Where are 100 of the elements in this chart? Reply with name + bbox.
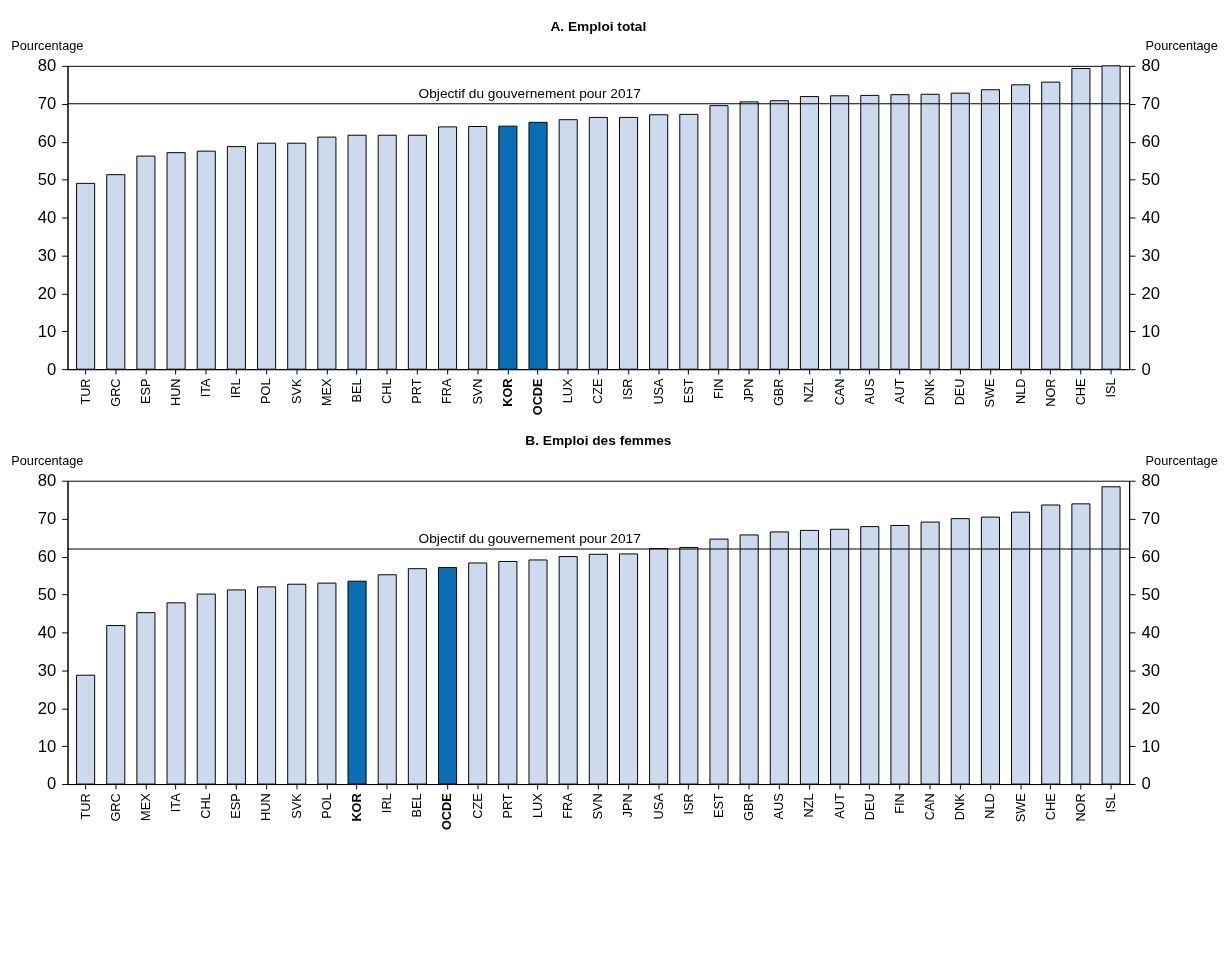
- y-tick-label: 20: [37, 283, 57, 303]
- x-tick-label: TUR: [77, 378, 93, 405]
- x-tick-label: GBR: [741, 793, 757, 821]
- y2-tick-label: 70: [1141, 94, 1160, 114]
- x-tick-label: CAN: [831, 378, 847, 406]
- x-tick-label: SWE: [982, 378, 998, 408]
- x-tick-label: POL: [318, 793, 334, 819]
- y-tick-label: 0: [47, 359, 57, 379]
- x-tick-label: GRC: [107, 378, 123, 407]
- x-tick-label: CHE: [1072, 378, 1088, 406]
- x-tick-label: HUN: [168, 378, 184, 407]
- y2-tick-label: 10: [1141, 321, 1160, 341]
- x-tick-label: IRL: [228, 378, 244, 399]
- ref-line-label: Objectif du gouvernement pour 2017: [418, 531, 641, 547]
- x-tick-label: BEL: [409, 793, 425, 818]
- x-tick-label: IRL: [379, 793, 395, 814]
- x-tick-label: SVN: [469, 378, 485, 405]
- x-tick-label: OCDE: [439, 793, 455, 831]
- y2-tick-label: 30: [1141, 660, 1160, 680]
- x-tick-label: SVN: [590, 793, 606, 820]
- x-tick-label: ITA: [198, 377, 214, 398]
- x-tick-label: KOR: [348, 793, 364, 822]
- y-tick-label: 10: [37, 736, 57, 756]
- x-tick-label: ISR: [620, 378, 636, 400]
- y2-tick-label: 60: [1141, 546, 1160, 566]
- y-tick-label: 70: [37, 509, 57, 529]
- x-tick-label: SVK: [288, 792, 304, 819]
- x-tick-label: ITA: [168, 792, 184, 813]
- y2-tick-label: 0: [1141, 359, 1151, 379]
- y-tick-label: 80: [37, 56, 57, 76]
- x-tick-label: NLD: [982, 793, 998, 819]
- x-tick-label: OCDE: [529, 378, 545, 416]
- x-tick-label: AUT: [831, 793, 847, 819]
- y-tick-label: 60: [37, 546, 57, 566]
- y2-axis-title: Pourcentage: [1145, 37, 1218, 53]
- y-tick-label: 50: [37, 584, 57, 604]
- y-axis-title: Pourcentage: [11, 37, 84, 53]
- x-tick-label: ISL: [1102, 378, 1118, 398]
- x-tick-label: CHL: [379, 378, 395, 404]
- x-tick-label: BEL: [348, 378, 364, 403]
- y2-tick-label: 80: [1141, 471, 1160, 491]
- x-tick-label: PRT: [499, 793, 515, 819]
- x-tick-label: NOR: [1042, 378, 1058, 407]
- y-tick-label: 70: [37, 94, 57, 114]
- y-tick-label: 50: [37, 169, 57, 189]
- x-tick-label: AUS: [861, 378, 877, 405]
- x-tick-label: FRA: [560, 792, 576, 819]
- y2-tick-label: 60: [1141, 132, 1160, 152]
- y2-tick-label: 40: [1141, 622, 1160, 642]
- x-tick-label: AUT: [891, 378, 907, 404]
- x-tick-label: LUX: [529, 792, 545, 819]
- x-tick-label: LUX: [560, 377, 576, 404]
- y-tick-label: 20: [37, 698, 57, 718]
- y-tick-label: 30: [37, 245, 57, 265]
- y2-tick-label: 30: [1141, 245, 1160, 265]
- x-tick-label: NOR: [1072, 793, 1088, 822]
- x-tick-label: CAN: [922, 793, 938, 821]
- x-tick-label: EST: [710, 793, 726, 819]
- y-tick-label: 0: [47, 774, 57, 794]
- x-tick-label: FRA: [439, 377, 455, 404]
- y2-tick-label: 10: [1141, 736, 1160, 756]
- x-tick-label: NLD: [1012, 378, 1028, 404]
- x-tick-label: CZE: [469, 793, 485, 819]
- x-tick-label: GBR: [771, 378, 787, 407]
- x-tick-label: POL: [258, 378, 274, 404]
- x-tick-label: TUR: [77, 793, 93, 820]
- x-tick-label: NZL: [801, 378, 817, 403]
- x-tick-label: DEU: [861, 793, 877, 821]
- x-tick-label: CZE: [590, 378, 606, 404]
- x-tick-label: MEX: [318, 377, 334, 407]
- y2-axis-title: Pourcentage: [1145, 452, 1218, 468]
- y2-tick-label: 20: [1141, 283, 1160, 303]
- x-tick-label: FIN: [710, 378, 726, 399]
- y-tick-label: 10: [37, 321, 57, 341]
- x-tick-label: SWE: [1012, 793, 1028, 823]
- x-tick-label: USA: [650, 377, 666, 405]
- x-tick-label: USA: [650, 792, 666, 820]
- x-tick-label: DNK: [922, 377, 938, 406]
- x-tick-label: ISL: [1102, 793, 1118, 813]
- ref-line-label: Objectif du gouvernement pour 2017: [418, 85, 641, 101]
- chart-title: B. Emploi des femmes: [525, 433, 672, 449]
- y2-tick-label: 70: [1141, 509, 1160, 529]
- y2-tick-label: 50: [1141, 584, 1160, 604]
- x-tick-label: HUN: [258, 793, 274, 821]
- x-tick-label: ESP: [137, 378, 153, 404]
- y-tick-label: 40: [37, 207, 57, 227]
- y-tick-label: 30: [37, 660, 57, 680]
- x-tick-label: MEX: [137, 792, 153, 821]
- x-tick-label: ISR: [680, 793, 696, 815]
- x-tick-label: KOR: [499, 378, 515, 407]
- y-tick-label: 60: [37, 132, 57, 152]
- x-tick-label: DNK: [952, 792, 968, 821]
- y-axis-title: Pourcentage: [11, 452, 84, 468]
- x-tick-label: JPN: [741, 378, 757, 403]
- x-tick-label: ESP: [228, 793, 244, 819]
- x-tick-label: NZL: [801, 793, 817, 818]
- y-tick-label: 80: [37, 471, 57, 491]
- y2-tick-label: 20: [1141, 698, 1160, 718]
- y2-tick-label: 0: [1141, 774, 1151, 794]
- x-tick-label: FIN: [891, 793, 907, 814]
